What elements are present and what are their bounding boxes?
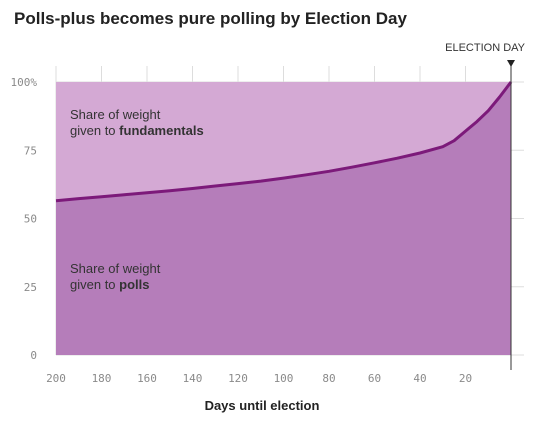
fundamentals-label-line1: Share of weight [70, 107, 161, 122]
chart-title: Polls-plus becomes pure polling by Elect… [14, 9, 407, 28]
x-tick-label: 200 [46, 372, 66, 385]
y-tick-label: 0 [30, 349, 37, 362]
series-line [55, 81, 513, 203]
y-tick-label: 50 [24, 213, 37, 226]
fundamentals-label-line2: given to fundamentals [70, 123, 204, 138]
y-tick-label: 75 [24, 144, 37, 157]
x-tick-label: 80 [322, 372, 335, 385]
election-day-marker-icon [507, 60, 515, 67]
polls-label-line1: Share of weight [70, 261, 161, 276]
x-tick-label: 20 [459, 372, 472, 385]
x-tick-label: 140 [183, 372, 203, 385]
fundamentals-label-prefix: given to [70, 123, 116, 138]
x-tick-label: 60 [368, 372, 381, 385]
x-tick-label: 180 [92, 372, 112, 385]
polls-label-prefix: given to [70, 277, 116, 292]
election-day-label: ELECTION DAY [445, 42, 526, 54]
x-tick-label: 120 [228, 372, 248, 385]
polls-area [56, 82, 511, 355]
y-tick-label: 100% [11, 76, 38, 89]
polls-label-bold: polls [119, 277, 149, 292]
axes: 0 25 50 75 100% 200 180 160 140 120 100 80 60 40 20 [11, 64, 512, 385]
y-tick-label: 25 [24, 281, 37, 294]
fundamentals-label-bold: fundamentals [119, 123, 204, 138]
x-tick-label: 160 [137, 372, 157, 385]
x-axis-label: Days until election [205, 398, 320, 413]
polls-label-line2: given to polls [70, 277, 150, 292]
x-tick-label: 40 [413, 372, 426, 385]
x-tick-label: 100 [274, 372, 294, 385]
areas [56, 82, 511, 355]
polls-share-line [55, 81, 513, 203]
